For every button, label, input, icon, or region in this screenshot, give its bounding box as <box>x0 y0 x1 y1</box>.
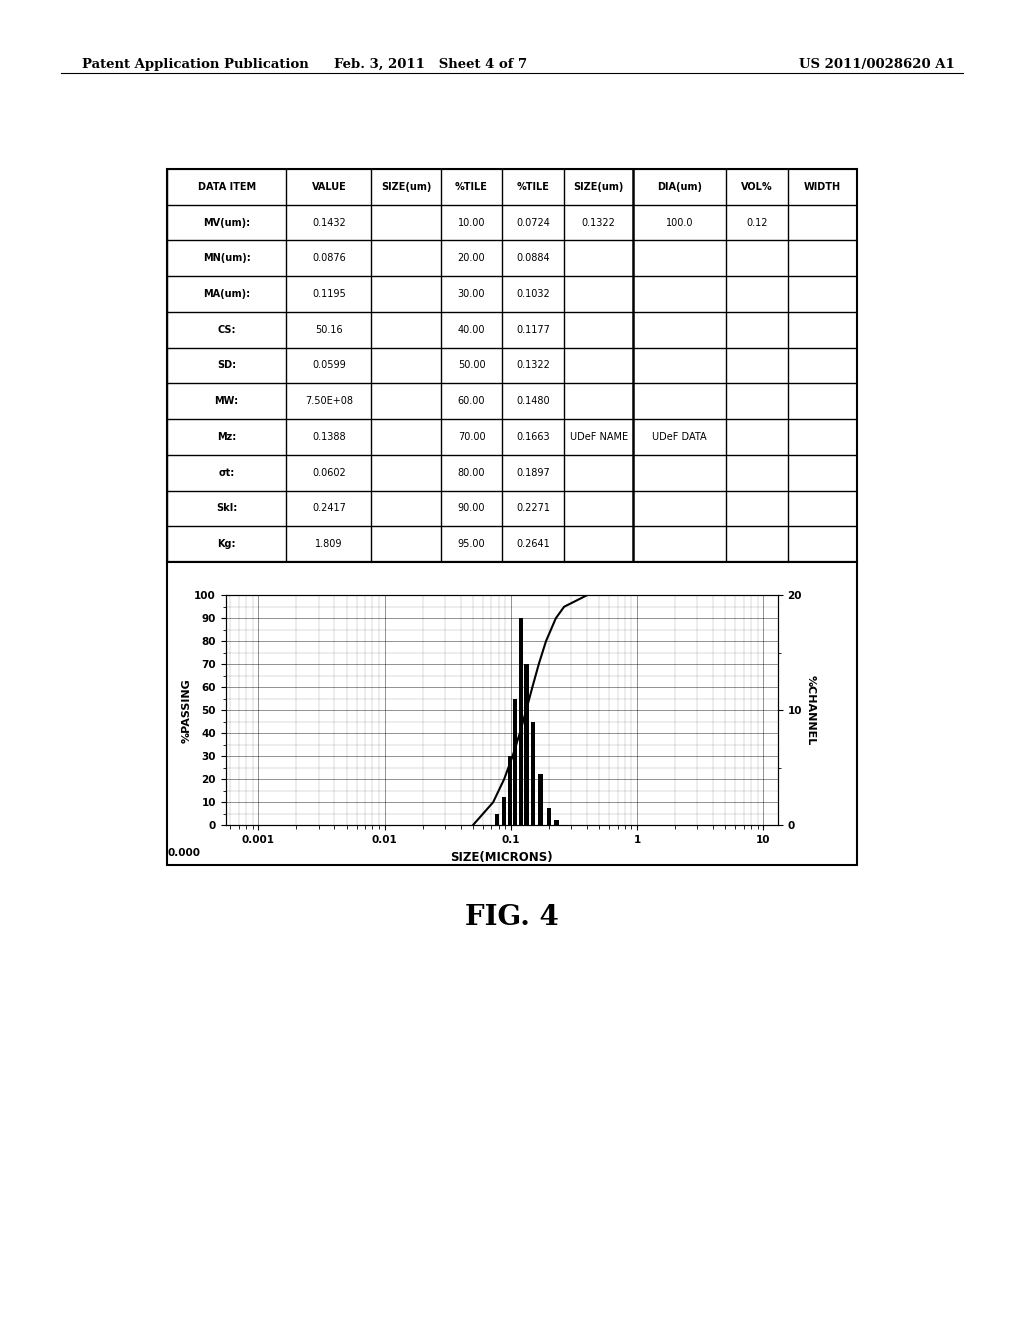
Text: 30.00: 30.00 <box>458 289 485 300</box>
Text: 80.00: 80.00 <box>458 467 485 478</box>
Text: 0.0724: 0.0724 <box>516 218 550 227</box>
Bar <box>554 820 559 825</box>
Text: 0.1432: 0.1432 <box>312 218 346 227</box>
Text: 20.00: 20.00 <box>458 253 485 263</box>
Text: SIZE(um): SIZE(um) <box>573 182 624 191</box>
Bar <box>547 808 551 825</box>
Text: 0.2417: 0.2417 <box>312 503 346 513</box>
Y-axis label: %CHANNEL: %CHANNEL <box>806 675 816 746</box>
Text: WIDTH: WIDTH <box>804 182 841 191</box>
Text: Patent Application Publication: Patent Application Publication <box>82 58 308 71</box>
Text: DIA(um): DIA(um) <box>657 182 702 191</box>
X-axis label: SIZE(MICRONS): SIZE(MICRONS) <box>451 850 553 863</box>
Text: Mz:: Mz: <box>217 432 237 442</box>
Bar <box>530 722 536 825</box>
Text: MW:: MW: <box>215 396 239 407</box>
Text: MN(um):: MN(um): <box>203 253 251 263</box>
Bar <box>519 618 523 825</box>
Text: UDeF NAME: UDeF NAME <box>569 432 628 442</box>
Text: 40.00: 40.00 <box>458 325 485 335</box>
Text: 0.0884: 0.0884 <box>516 253 550 263</box>
Text: VOL%: VOL% <box>741 182 773 191</box>
Text: 0.2271: 0.2271 <box>516 503 550 513</box>
Text: MV(um):: MV(um): <box>203 218 250 227</box>
Text: Feb. 3, 2011   Sheet 4 of 7: Feb. 3, 2011 Sheet 4 of 7 <box>334 58 526 71</box>
Text: MA(um):: MA(um): <box>203 289 250 300</box>
Text: 0.2641: 0.2641 <box>516 539 550 549</box>
Text: SIZE(um): SIZE(um) <box>381 182 431 191</box>
Text: FIG. 4: FIG. 4 <box>465 904 559 931</box>
Text: 90.00: 90.00 <box>458 503 485 513</box>
Text: 95.00: 95.00 <box>458 539 485 549</box>
Bar <box>524 664 528 825</box>
Bar <box>508 756 512 825</box>
Text: 60.00: 60.00 <box>458 396 485 407</box>
Text: 0.1195: 0.1195 <box>312 289 346 300</box>
Bar <box>502 796 506 825</box>
Text: VALUE: VALUE <box>311 182 346 191</box>
Text: %TILE: %TILE <box>455 182 488 191</box>
Text: 10.00: 10.00 <box>458 218 485 227</box>
Text: 0.1032: 0.1032 <box>516 289 550 300</box>
Text: 0.000: 0.000 <box>168 849 201 858</box>
Text: US 2011/0028620 A1: US 2011/0028620 A1 <box>799 58 954 71</box>
Text: 0.1480: 0.1480 <box>516 396 550 407</box>
Text: 50.00: 50.00 <box>458 360 485 371</box>
Text: 0.1897: 0.1897 <box>516 467 550 478</box>
Bar <box>539 774 543 825</box>
Text: 0.1177: 0.1177 <box>516 325 550 335</box>
Text: SD:: SD: <box>217 360 237 371</box>
Text: 0.12: 0.12 <box>746 218 768 227</box>
Text: 70.00: 70.00 <box>458 432 485 442</box>
Text: DATA ITEM: DATA ITEM <box>198 182 256 191</box>
Bar <box>513 698 517 825</box>
Text: 1.809: 1.809 <box>315 539 343 549</box>
Text: Kg:: Kg: <box>217 539 236 549</box>
Text: σt:: σt: <box>218 467 234 478</box>
Text: %TILE: %TILE <box>517 182 550 191</box>
Text: CS:: CS: <box>217 325 236 335</box>
Text: 0.0876: 0.0876 <box>312 253 346 263</box>
Text: Skl:: Skl: <box>216 503 238 513</box>
Text: 0.0599: 0.0599 <box>312 360 346 371</box>
Text: 50.16: 50.16 <box>315 325 343 335</box>
Text: 100.0: 100.0 <box>666 218 693 227</box>
Text: 0.1663: 0.1663 <box>516 432 550 442</box>
Text: 0.1322: 0.1322 <box>516 360 550 371</box>
Text: 0.1388: 0.1388 <box>312 432 346 442</box>
Bar <box>496 813 499 825</box>
Text: 0.1322: 0.1322 <box>582 218 615 227</box>
Y-axis label: %PASSING: %PASSING <box>181 678 191 743</box>
Text: 0.0602: 0.0602 <box>312 467 346 478</box>
Text: 7.50E+08: 7.50E+08 <box>305 396 353 407</box>
Text: UDeF DATA: UDeF DATA <box>652 432 707 442</box>
